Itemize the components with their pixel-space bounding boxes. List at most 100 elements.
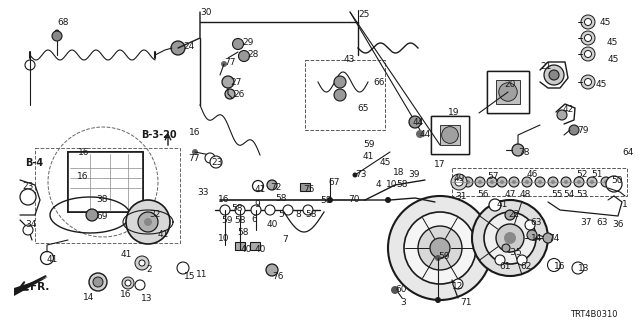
Circle shape xyxy=(171,41,185,55)
Text: 30: 30 xyxy=(200,8,211,17)
Text: 63: 63 xyxy=(530,218,541,227)
Circle shape xyxy=(544,65,564,85)
Circle shape xyxy=(557,110,567,120)
Circle shape xyxy=(577,180,581,184)
Text: 59: 59 xyxy=(221,216,232,225)
Circle shape xyxy=(525,180,529,184)
Text: 11: 11 xyxy=(196,270,207,279)
Text: 46: 46 xyxy=(527,170,538,179)
Circle shape xyxy=(572,262,584,274)
Text: 14: 14 xyxy=(531,234,542,243)
Text: 79: 79 xyxy=(577,126,589,135)
Circle shape xyxy=(463,177,473,187)
Text: 69: 69 xyxy=(96,212,108,221)
Circle shape xyxy=(25,60,35,70)
Circle shape xyxy=(139,260,145,266)
Circle shape xyxy=(454,177,464,187)
Text: 64: 64 xyxy=(622,148,634,157)
Circle shape xyxy=(587,177,597,187)
Circle shape xyxy=(268,266,276,274)
Circle shape xyxy=(20,189,36,205)
Text: 57: 57 xyxy=(487,172,499,181)
Circle shape xyxy=(283,205,293,215)
Circle shape xyxy=(251,205,261,215)
Circle shape xyxy=(451,174,467,190)
Circle shape xyxy=(466,180,470,184)
Circle shape xyxy=(416,130,424,138)
Circle shape xyxy=(266,264,278,276)
Circle shape xyxy=(604,180,608,184)
Text: 63: 63 xyxy=(596,218,607,227)
Circle shape xyxy=(495,255,505,265)
Circle shape xyxy=(409,116,421,128)
Circle shape xyxy=(232,38,243,50)
Text: 14: 14 xyxy=(83,293,94,302)
Circle shape xyxy=(135,256,149,270)
Bar xyxy=(487,71,529,113)
Text: 37: 37 xyxy=(580,218,591,227)
Text: -35: -35 xyxy=(508,248,523,257)
Text: 54: 54 xyxy=(563,190,574,199)
Text: 74: 74 xyxy=(548,234,559,243)
Text: 41: 41 xyxy=(158,230,170,239)
Text: 45: 45 xyxy=(380,158,392,167)
Text: 32: 32 xyxy=(149,210,161,219)
Text: 8: 8 xyxy=(295,210,301,219)
Text: 77: 77 xyxy=(188,154,200,163)
Circle shape xyxy=(505,210,515,220)
Circle shape xyxy=(509,177,519,187)
Circle shape xyxy=(527,222,533,228)
Text: 41: 41 xyxy=(255,185,266,194)
Circle shape xyxy=(253,180,264,191)
Text: 41: 41 xyxy=(47,255,58,264)
Circle shape xyxy=(435,297,441,303)
Circle shape xyxy=(179,264,187,272)
Circle shape xyxy=(227,91,233,97)
Circle shape xyxy=(535,177,545,187)
Text: 53: 53 xyxy=(576,190,588,199)
Circle shape xyxy=(93,277,103,287)
Text: 67: 67 xyxy=(328,178,339,187)
Circle shape xyxy=(391,286,399,294)
Bar xyxy=(300,183,310,191)
Text: 58: 58 xyxy=(237,228,248,237)
Circle shape xyxy=(584,35,591,42)
Text: 65: 65 xyxy=(357,104,369,113)
Text: 70: 70 xyxy=(348,195,360,204)
Text: 77: 77 xyxy=(224,58,236,67)
Text: 23: 23 xyxy=(22,182,33,191)
Circle shape xyxy=(525,220,535,230)
Text: 52: 52 xyxy=(576,170,588,179)
Circle shape xyxy=(457,180,461,184)
Circle shape xyxy=(388,196,492,300)
Text: 40: 40 xyxy=(267,220,278,229)
Text: 36: 36 xyxy=(612,220,623,229)
Circle shape xyxy=(543,233,553,243)
Circle shape xyxy=(225,79,231,85)
Circle shape xyxy=(138,212,158,232)
Circle shape xyxy=(86,209,98,221)
Circle shape xyxy=(484,212,536,264)
Circle shape xyxy=(502,244,510,252)
Circle shape xyxy=(404,212,476,284)
Circle shape xyxy=(435,255,441,261)
Text: 2: 2 xyxy=(146,265,152,274)
Circle shape xyxy=(499,83,517,101)
Circle shape xyxy=(144,218,152,226)
Text: 20: 20 xyxy=(504,80,515,89)
Text: 7: 7 xyxy=(282,235,288,244)
Text: 23: 23 xyxy=(211,158,222,167)
Text: 6: 6 xyxy=(251,215,257,224)
Text: 48: 48 xyxy=(520,190,531,199)
Text: 73: 73 xyxy=(355,170,367,179)
Circle shape xyxy=(205,153,215,163)
Circle shape xyxy=(192,149,198,155)
Text: 10: 10 xyxy=(218,234,230,243)
Bar xyxy=(431,116,469,154)
Circle shape xyxy=(235,41,241,47)
Text: 1: 1 xyxy=(622,200,628,209)
Circle shape xyxy=(327,197,333,203)
Circle shape xyxy=(504,232,516,244)
Circle shape xyxy=(581,47,595,61)
Circle shape xyxy=(574,264,582,272)
